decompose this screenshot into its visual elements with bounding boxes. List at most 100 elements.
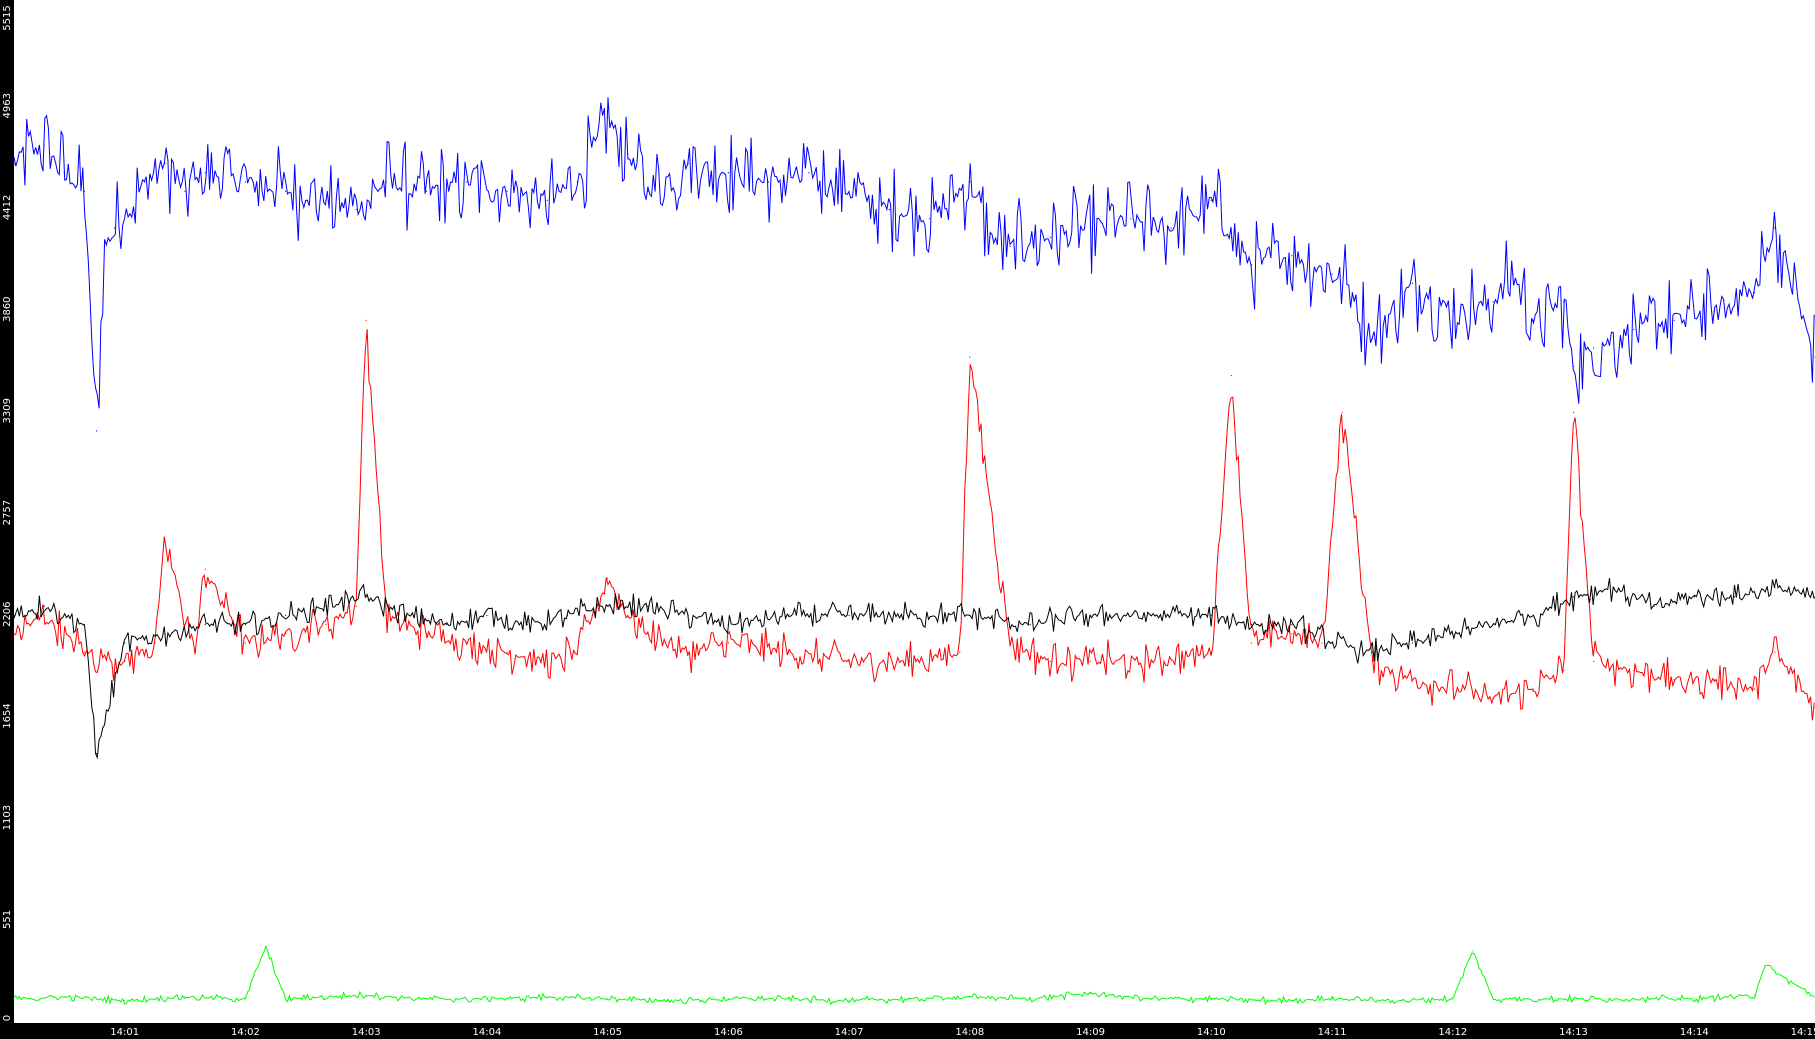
x-tick-label: 14:05 xyxy=(593,1027,622,1038)
y-tick-label: 5515 xyxy=(2,5,13,30)
series-0-point xyxy=(355,209,357,211)
series-0-point xyxy=(385,181,387,183)
series-0-point xyxy=(1009,245,1011,248)
series-1-point xyxy=(1754,688,1756,690)
series-1-point xyxy=(1291,633,1293,635)
series-3-point xyxy=(1210,998,1212,1000)
series-0-point xyxy=(848,190,850,192)
series-0-point xyxy=(1411,282,1414,284)
series-2-point xyxy=(83,623,85,626)
series-1-point xyxy=(1251,642,1253,644)
series-1-point xyxy=(1633,670,1635,672)
series-1-point xyxy=(83,651,85,653)
series-1-point xyxy=(1452,688,1454,690)
y-axis-band xyxy=(0,0,14,1039)
series-0-point xyxy=(95,430,98,432)
series-0-point xyxy=(1633,328,1635,331)
series-1-point xyxy=(1009,642,1011,644)
series-0-point xyxy=(1492,301,1494,303)
x-axis-band xyxy=(0,1023,1815,1039)
series-3-point xyxy=(184,996,186,998)
series-0-point xyxy=(63,172,65,174)
series-2-point xyxy=(43,605,45,607)
series-0-point xyxy=(1713,310,1715,312)
series-0-point xyxy=(13,162,15,165)
x-tick-label: 14:01 xyxy=(110,1027,139,1038)
series-3-point xyxy=(124,1000,126,1002)
series-3-point xyxy=(1452,998,1454,1000)
series-0-point xyxy=(1170,227,1172,229)
series-0-point xyxy=(929,218,931,220)
series-1-point xyxy=(244,642,246,644)
series-1-point xyxy=(466,642,468,644)
series-3-point xyxy=(1492,998,1494,1000)
series-3-point xyxy=(667,1000,669,1002)
series-1-point xyxy=(154,642,156,644)
series-2-point xyxy=(1774,587,1776,589)
series-2-point xyxy=(1613,587,1615,589)
series-3-point xyxy=(13,998,15,1000)
series-0-point xyxy=(1754,292,1756,294)
series-0-point xyxy=(114,227,116,229)
series-1-point xyxy=(788,651,790,653)
series-3-point xyxy=(607,998,609,1000)
series-0-point xyxy=(627,153,629,155)
series-0-point xyxy=(1130,218,1132,220)
series-0-point xyxy=(1090,227,1092,229)
x-tick-label: 14:02 xyxy=(231,1027,260,1038)
series-1-point xyxy=(727,642,730,644)
series-2-point xyxy=(95,753,98,755)
series-2-point xyxy=(969,614,971,616)
series-3-point xyxy=(264,946,267,948)
series-2-point xyxy=(1572,596,1575,598)
series-1-point xyxy=(1532,688,1534,690)
series-0-point xyxy=(104,245,106,248)
series-3-point xyxy=(63,996,65,998)
series-1-point xyxy=(1492,697,1494,699)
series-1-point xyxy=(164,540,166,543)
series-3-point xyxy=(727,998,730,1000)
series-2-point xyxy=(647,605,649,607)
series-1-point xyxy=(848,660,850,663)
series-0-point xyxy=(1673,319,1675,321)
series-3-point xyxy=(1391,1000,1393,1002)
y-tick-label: 2206 xyxy=(2,601,13,626)
x-tick-label: 14:09 xyxy=(1076,1027,1105,1038)
series-1-point xyxy=(385,614,387,616)
y-tick-label: 4412 xyxy=(2,195,13,220)
series-0-point xyxy=(727,172,730,174)
series-2-point xyxy=(486,614,488,616)
series-2-point xyxy=(204,623,206,626)
y-tick-label: 551 xyxy=(2,910,13,929)
series-2-point xyxy=(788,614,790,616)
series-1-point xyxy=(13,633,15,635)
series-1-point xyxy=(627,614,629,616)
series-0-point xyxy=(1532,319,1534,321)
series-2-point xyxy=(1090,614,1092,616)
series-1-point xyxy=(325,623,327,626)
series-1-point xyxy=(969,356,971,358)
series-line-2 xyxy=(13,578,1815,760)
series-0-point xyxy=(43,144,45,146)
series-3-point xyxy=(1331,998,1333,1000)
series-2-point xyxy=(285,614,287,616)
series-2-point xyxy=(687,614,689,616)
series-1-point xyxy=(1562,670,1565,672)
series-1-point xyxy=(425,633,428,635)
series-2-point xyxy=(1492,623,1494,626)
series-3-point xyxy=(486,998,488,1000)
series-2-point xyxy=(1251,623,1253,626)
series-2-point xyxy=(1331,642,1333,644)
series-0-point xyxy=(1291,255,1293,257)
series-0-point xyxy=(204,172,206,174)
series-0-point xyxy=(285,190,287,192)
series-0-point xyxy=(506,190,508,192)
series-line-0 xyxy=(13,97,1815,409)
series-3-point xyxy=(908,998,911,1000)
series-1-point xyxy=(1210,651,1212,653)
series-1-point xyxy=(908,660,911,663)
series-1-point xyxy=(576,651,579,653)
series-1-point xyxy=(365,319,367,321)
